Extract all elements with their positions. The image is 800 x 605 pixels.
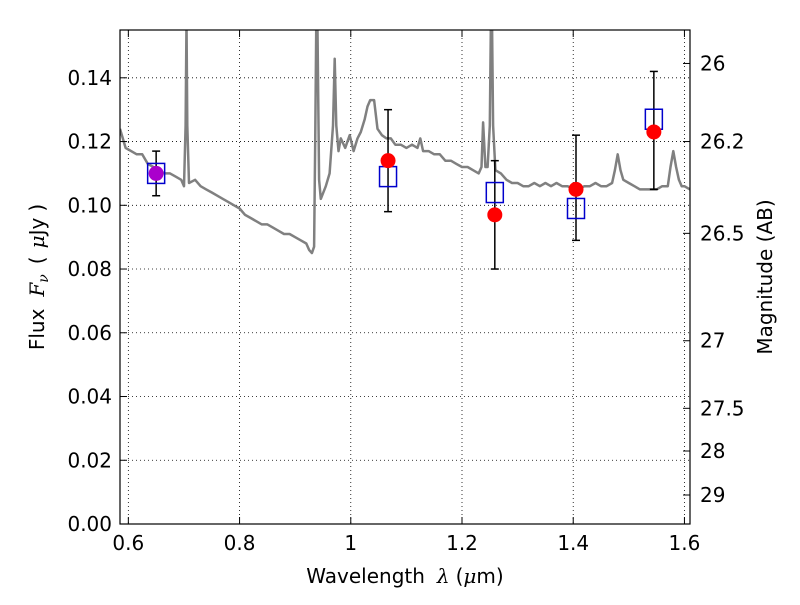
y2-axis-title: Magnitude (AB) [753,199,777,354]
observed-point-3 [568,181,584,197]
y-axis-title: FluxFν(μJy) [25,204,52,350]
model-photometry-square-0 [146,162,166,185]
observed-point-1 [380,153,396,169]
plot-frame [119,29,691,525]
axis-ticks: 0.6 0.8 1 1.2 1.4 1.6 0.00 0.02 0.04 0.06 0.08 0.10… [67,30,745,555]
x-tick-label-5: 1.6 [669,531,701,555]
y-tick-label-4: 0.08 [67,257,112,281]
y-tick-label-7: 0.14 [67,66,112,90]
y-tick-label-5: 0.10 [67,193,112,217]
x-tick-label-4: 1.4 [557,531,589,555]
observed-point-2 [487,207,503,223]
y2-tick-label-0: 26 [700,51,725,75]
y2-tick-label-1: 26.2 [700,130,745,154]
y2-tick-label-5: 28 [700,439,725,463]
x-axis-title: Wavelength λ (μm) [306,564,503,588]
y2-tick-label-3: 27 [700,329,725,353]
model-photometry-square-3 [566,197,586,220]
model-photometry-square-2 [485,181,505,204]
x-tick-label-0: 0.6 [112,531,144,555]
observed-point-4 [646,124,662,140]
plot-area [120,30,690,270]
y2-tick-label-2: 26.5 [700,221,745,245]
y2-tick-label-6: 29 [700,483,725,507]
x-tick-label-1: 0.8 [224,531,256,555]
model-spectrum-line [120,30,690,255]
x-tick-label-2: 1 [344,531,357,555]
y-tick-label-3: 0.06 [67,321,112,345]
y-tick-label-6: 0.12 [67,130,112,154]
y-tick-label-2: 0.04 [67,385,112,409]
y2-tick-label-4: 27.5 [700,396,745,420]
x-tick-label-3: 1.2 [446,531,478,555]
y-tick-label-0: 0.00 [67,512,112,536]
y-tick-label-1: 0.02 [67,448,112,472]
observed-point-0 [148,165,164,181]
